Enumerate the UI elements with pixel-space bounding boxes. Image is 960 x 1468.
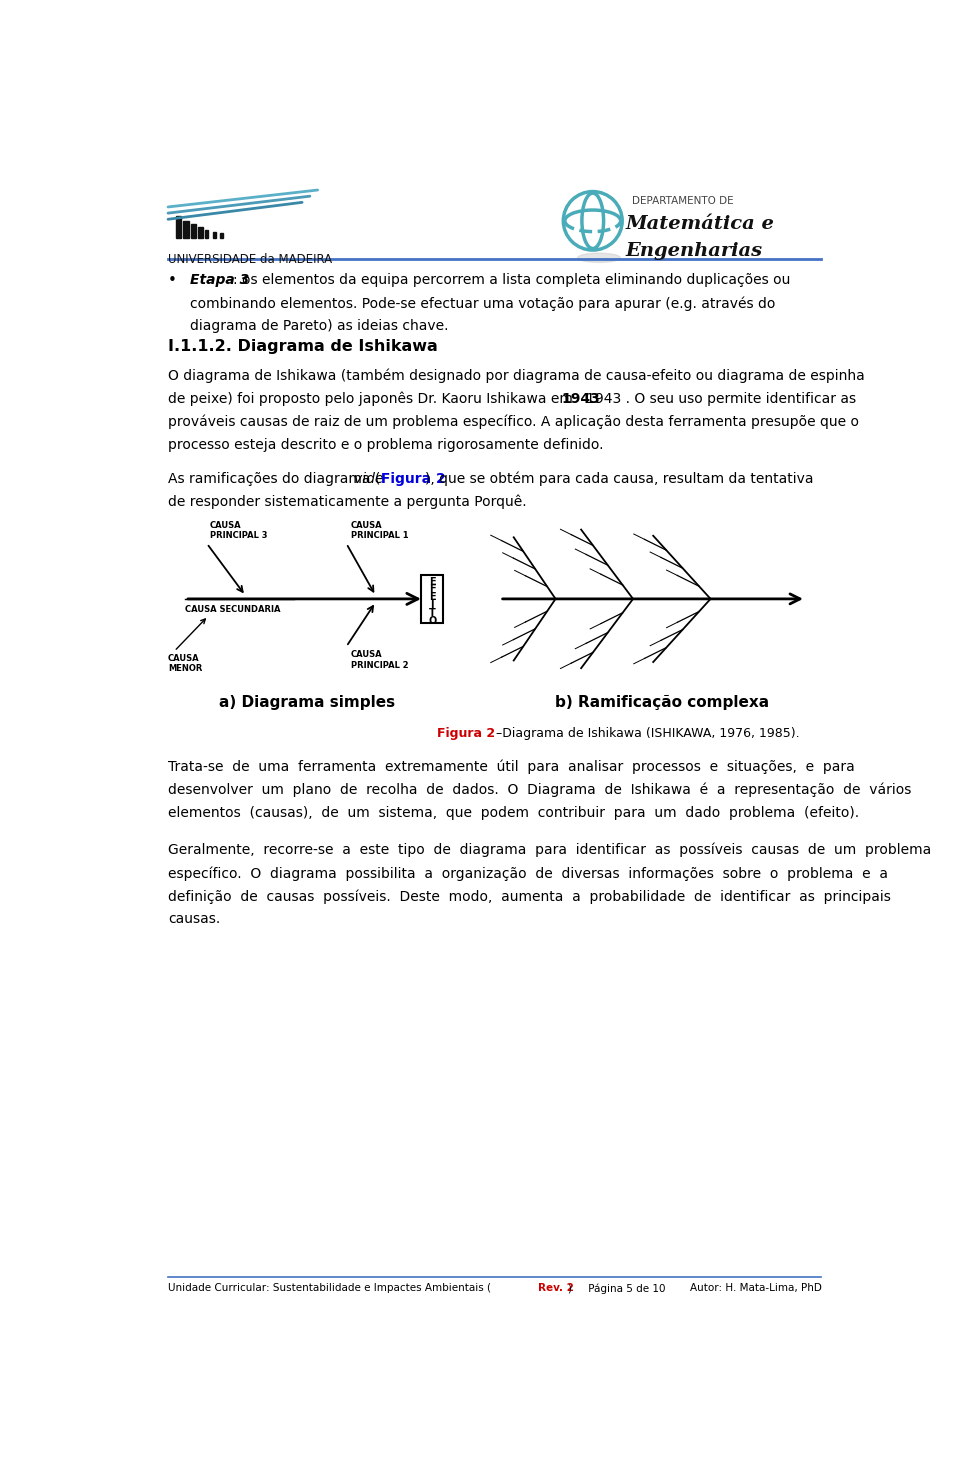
- Text: definição  de  causas  possíveis.  Deste  modo,  aumenta  a  probabilidade  de  : definição de causas possíveis. Deste mod…: [168, 890, 891, 904]
- Text: DEPARTAMENTO DE: DEPARTAMENTO DE: [632, 197, 733, 206]
- Bar: [176, 216, 181, 238]
- Text: Rev. 2: Rev. 2: [539, 1283, 574, 1293]
- Text: •: •: [168, 273, 177, 288]
- Text: específico.  O  diagrama  possibilita  a  organização  de  diversas  informações: específico. O diagrama possibilita a org…: [168, 866, 888, 881]
- Text: I: I: [431, 600, 434, 611]
- Text: CAUSA
PRINCIPAL 3: CAUSA PRINCIPAL 3: [210, 521, 268, 540]
- Text: Autor: H. Mata-Lima, PhD: Autor: H. Mata-Lima, PhD: [689, 1283, 822, 1293]
- Text: O: O: [428, 617, 437, 627]
- Text: F: F: [429, 584, 436, 595]
- Text: Geralmente,  recorre-se  a  este  tipo  de  diagrama  para  identificar  as  pos: Geralmente, recorre-se a este tipo de di…: [168, 843, 931, 857]
- Bar: [212, 232, 216, 238]
- Bar: [421, 575, 444, 622]
- Bar: [220, 233, 223, 238]
- Text: Figura 2: Figura 2: [375, 471, 445, 486]
- Text: Figura 2: Figura 2: [437, 728, 494, 740]
- Text: CAUSA
MENOR: CAUSA MENOR: [168, 653, 203, 672]
- Text: I.1.1.2. Diagrama de Ishikawa: I.1.1.2. Diagrama de Ishikawa: [168, 339, 438, 354]
- Text: b) Ramificação complexa: b) Ramificação complexa: [556, 696, 770, 711]
- Text: de responder sistematicamente a pergunta Porquê.: de responder sistematicamente a pergunta…: [168, 495, 527, 509]
- Text: combinando elementos. Pode-se efectuar uma votação para apurar (e.g. através do: combinando elementos. Pode-se efectuar u…: [190, 297, 775, 311]
- Bar: [190, 225, 196, 238]
- Text: vide: vide: [353, 471, 383, 486]
- Bar: [198, 228, 204, 238]
- Text: : os elementos da equipa percorrem a lista completa eliminando duplicações ou: : os elementos da equipa percorrem a lis…: [233, 273, 790, 288]
- Text: Engenharias: Engenharias: [625, 242, 762, 260]
- Bar: [183, 220, 188, 238]
- Text: Unidade Curricular: Sustentabilidade e Impactes Ambientais (: Unidade Curricular: Sustentabilidade e I…: [168, 1283, 492, 1293]
- Text: a) Diagrama simples: a) Diagrama simples: [220, 696, 396, 711]
- Text: Matemática e: Matemática e: [625, 214, 774, 232]
- Text: diagrama de Pareto) as ideias chave.: diagrama de Pareto) as ideias chave.: [190, 320, 448, 333]
- Text: ), que se obtém para cada causa, resultam da tentativa: ), que se obtém para cada causa, resulta…: [424, 471, 813, 486]
- Text: T: T: [429, 608, 436, 618]
- Text: E: E: [429, 593, 436, 602]
- Text: de peixe) foi proposto pelo japonês Dr. Kaoru Ishikawa em   1943 . O seu uso per: de peixe) foi proposto pelo japonês Dr. …: [168, 392, 856, 407]
- Text: CAUSA SECUNDARIA: CAUSA SECUNDARIA: [185, 605, 280, 614]
- Text: causas.: causas.: [168, 912, 220, 926]
- Text: 1943: 1943: [562, 392, 601, 405]
- Text: CAUSA
PRINCIPAL 1: CAUSA PRINCIPAL 1: [351, 521, 409, 540]
- Ellipse shape: [578, 252, 620, 263]
- Text: UNIVERSIDADE da MADEIRA: UNIVERSIDADE da MADEIRA: [168, 252, 332, 266]
- Text: prováveis causas de raiz de um problema específico. A aplicação desta ferramenta: prováveis causas de raiz de um problema …: [168, 415, 859, 429]
- Text: elementos  (causas),  de  um  sistema,  que  podem  contribuir  para  um  dado  : elementos (causas), de um sistema, que p…: [168, 806, 859, 821]
- Text: processo esteja descrito e o problema rigorosamente definido.: processo esteja descrito e o problema ri…: [168, 437, 604, 452]
- Text: –Diagrama de Ishikawa (ISHIKAWA, 1976, 1985).: –Diagrama de Ishikawa (ISHIKAWA, 1976, 1…: [496, 728, 800, 740]
- Text: desenvolver  um  plano  de  recolha  de  dados.  O  Diagrama  de  Ishikawa  é  a: desenvolver um plano de recolha de dados…: [168, 782, 911, 797]
- Text: )     Página 5 de 10: ) Página 5 de 10: [568, 1283, 665, 1293]
- Text: Trata-se  de  uma  ferramenta  extremamente  útil  para  analisar  processos  e : Trata-se de uma ferramenta extremamente …: [168, 760, 854, 774]
- Text: CAUSA
PRINCIPAL 2: CAUSA PRINCIPAL 2: [351, 650, 409, 669]
- Bar: [205, 230, 208, 238]
- Text: O diagrama de Ishikawa (também designado por diagrama de causa-efeito ou diagram: O diagrama de Ishikawa (também designado…: [168, 368, 865, 383]
- Text: E: E: [429, 577, 436, 587]
- Text: As ramificações do diagrama (: As ramificações do diagrama (: [168, 471, 380, 486]
- Text: Etapa 3: Etapa 3: [190, 273, 249, 288]
